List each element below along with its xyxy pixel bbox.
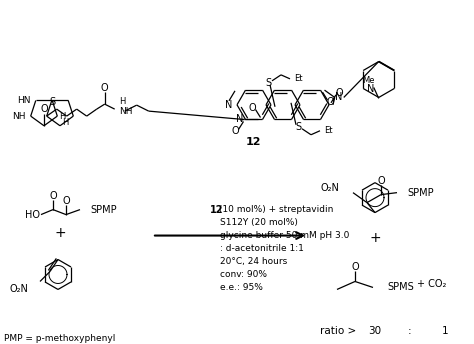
Text: O: O xyxy=(49,191,57,201)
Text: O₂N: O₂N xyxy=(9,284,28,294)
Text: Me: Me xyxy=(363,76,375,85)
Text: SPMS: SPMS xyxy=(387,282,414,292)
Text: HN: HN xyxy=(17,96,31,105)
Text: N: N xyxy=(237,115,244,125)
Text: 1: 1 xyxy=(442,326,448,336)
Text: conv: 90%: conv: 90% xyxy=(220,270,267,279)
Text: e.e.: 95%: e.e.: 95% xyxy=(220,283,263,292)
Text: O: O xyxy=(232,127,239,137)
Text: 12: 12 xyxy=(210,205,224,215)
Text: SPMP: SPMP xyxy=(90,205,117,215)
Text: N: N xyxy=(367,85,374,95)
Text: N: N xyxy=(225,100,233,110)
Text: Et: Et xyxy=(324,126,332,135)
Text: NH: NH xyxy=(12,111,26,121)
Text: O₂N: O₂N xyxy=(320,183,339,193)
Text: O: O xyxy=(327,97,334,107)
Text: glycine buffer 50 mM pH 3.0: glycine buffer 50 mM pH 3.0 xyxy=(220,231,349,240)
Text: : d-acetonitrile 1:1: : d-acetonitrile 1:1 xyxy=(220,244,304,253)
Text: O: O xyxy=(377,176,385,186)
Text: +: + xyxy=(54,226,66,239)
Text: :: : xyxy=(408,326,412,336)
Text: O: O xyxy=(335,88,343,98)
Text: SPMP: SPMP xyxy=(407,187,434,198)
Text: H: H xyxy=(62,118,68,127)
Text: (10 mol%) + streptavidin: (10 mol%) + streptavidin xyxy=(216,205,333,214)
Text: O: O xyxy=(351,262,359,272)
Text: O: O xyxy=(40,104,48,114)
Text: + CO₂: + CO₂ xyxy=(417,279,447,289)
Text: O: O xyxy=(101,83,109,93)
Text: ratio >: ratio > xyxy=(320,326,356,336)
Text: H: H xyxy=(118,97,125,106)
Text: 30: 30 xyxy=(368,326,382,336)
Text: +: + xyxy=(369,230,381,245)
Text: NH: NH xyxy=(118,107,132,116)
Text: S112Y (20 mol%): S112Y (20 mol%) xyxy=(220,218,298,227)
Text: 12: 12 xyxy=(245,137,261,147)
Text: 20°C, 24 hours: 20°C, 24 hours xyxy=(220,257,287,266)
Text: N: N xyxy=(335,93,342,103)
Text: O: O xyxy=(249,103,256,112)
Text: S: S xyxy=(265,78,271,88)
Text: O: O xyxy=(62,196,70,206)
Text: H: H xyxy=(59,111,65,121)
Text: S: S xyxy=(50,97,56,107)
Text: PMP = p-methoxyphenyl: PMP = p-methoxyphenyl xyxy=(4,334,115,343)
Text: S: S xyxy=(295,122,301,132)
Text: HO: HO xyxy=(25,209,40,219)
Text: Et: Et xyxy=(294,74,302,83)
